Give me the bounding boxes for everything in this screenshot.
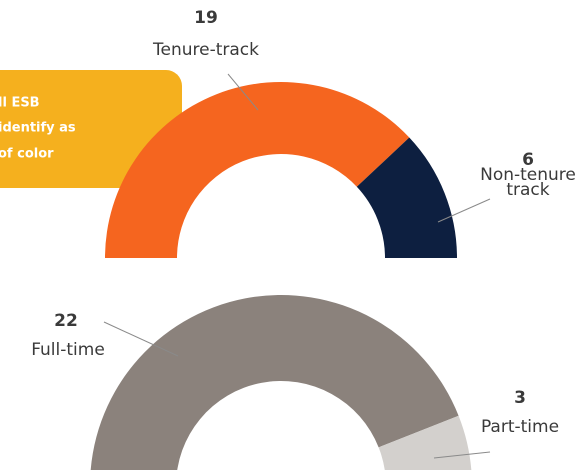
- donut-slice: [356, 137, 457, 258]
- leader-line: [227, 73, 259, 111]
- donut-slice: [90, 295, 459, 470]
- value-label: 19: [194, 8, 218, 28]
- category-label: Tenure-track: [152, 40, 259, 60]
- value-label: 22: [54, 311, 78, 331]
- leader-line: [433, 451, 491, 459]
- value-label: 6: [522, 150, 534, 170]
- callout-line: of color: [0, 147, 54, 162]
- value-label: 3: [514, 388, 526, 408]
- category-label: Non-tenure track: [480, 165, 576, 200]
- donut-slice: [105, 82, 410, 259]
- callout-line: ll ESB: [0, 96, 40, 111]
- leader-line: [103, 321, 179, 357]
- category-label: Full-time: [31, 340, 105, 360]
- callout-line: identify as: [0, 121, 76, 136]
- category-label: Part-time: [481, 417, 559, 437]
- leader-line: [437, 198, 491, 223]
